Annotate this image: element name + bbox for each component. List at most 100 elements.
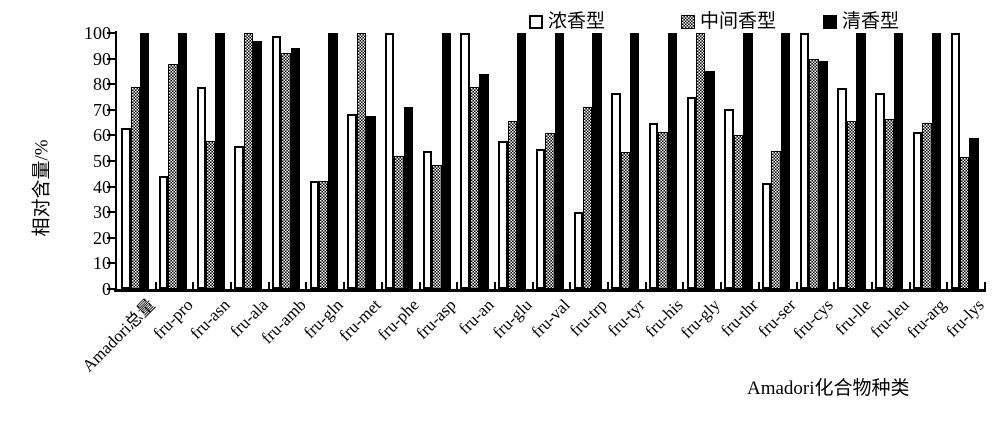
bar-black xyxy=(253,40,263,289)
bar-hatched xyxy=(168,63,178,289)
bar-hatched xyxy=(507,121,517,289)
bar-hatched xyxy=(243,33,254,289)
bar-hatched xyxy=(469,86,480,289)
x-tick xyxy=(493,282,496,289)
y-tick xyxy=(107,108,116,111)
bar-white xyxy=(686,97,697,289)
legend-swatch-hatched xyxy=(681,15,695,29)
bar-white xyxy=(648,122,659,289)
x-tick xyxy=(154,282,157,289)
bar-white xyxy=(912,131,923,289)
bar-black xyxy=(969,137,979,289)
x-tick xyxy=(833,282,836,289)
bar-hatched xyxy=(205,140,216,289)
y-tick-label: 60 xyxy=(93,125,111,146)
y-tick xyxy=(107,134,116,137)
bar-black xyxy=(403,107,414,289)
bar-hatched xyxy=(809,58,819,289)
x-axis xyxy=(114,289,986,292)
x-tick xyxy=(569,282,572,289)
y-tick xyxy=(107,262,116,265)
bar-black xyxy=(441,33,451,289)
y-tick-label: 30 xyxy=(93,202,111,223)
bar-black xyxy=(931,33,941,289)
y-tick-label: 90 xyxy=(93,48,111,69)
x-tick xyxy=(267,282,270,289)
y-tick-label: 50 xyxy=(93,151,111,171)
y-axis xyxy=(115,31,117,292)
bar-hatched xyxy=(432,164,442,289)
bar-black xyxy=(479,73,489,289)
bar-white xyxy=(158,176,169,289)
bar-black xyxy=(856,33,866,289)
x-axis-title: Amadori化合物种类 xyxy=(747,378,910,399)
bar-hatched xyxy=(545,132,555,289)
x-tick xyxy=(682,282,685,289)
bar-hatched xyxy=(620,152,631,289)
bar-black xyxy=(215,33,225,289)
bar-white xyxy=(950,33,960,289)
x-tick xyxy=(380,282,383,289)
bar-white xyxy=(762,182,772,289)
x-tick xyxy=(418,282,421,289)
bar-white xyxy=(347,113,357,289)
y-tick xyxy=(107,211,116,214)
x-tick xyxy=(456,282,459,289)
bar-hatched xyxy=(356,33,367,289)
x-tick xyxy=(230,282,233,289)
bar-white xyxy=(611,93,621,289)
y-tick-label: 70 xyxy=(93,99,111,120)
x-tick xyxy=(946,282,949,289)
y-tick xyxy=(107,57,116,60)
x-tick xyxy=(870,282,873,289)
y-tick-label: 0 xyxy=(102,279,111,299)
bar-hatched xyxy=(696,33,706,289)
y-tick xyxy=(107,236,116,239)
bar-white xyxy=(196,86,206,289)
bar-white xyxy=(234,145,244,289)
bar-hatched xyxy=(582,107,593,289)
bar-white xyxy=(422,150,433,289)
bar-hatched xyxy=(733,135,744,289)
y-tick xyxy=(107,288,116,290)
bar-white xyxy=(121,127,131,289)
bar-black xyxy=(818,61,828,289)
y-axis-title: 相对含量/% xyxy=(31,139,53,237)
bar-white xyxy=(837,88,847,289)
x-tick xyxy=(607,282,610,289)
bar-hatched xyxy=(319,181,329,289)
bar-hatched xyxy=(959,157,970,289)
bar-white xyxy=(460,33,470,289)
bar-black xyxy=(290,48,301,289)
bar-black xyxy=(328,33,338,289)
bar-black xyxy=(893,33,904,289)
y-tick xyxy=(107,83,116,86)
y-tick-label: 10 xyxy=(93,253,111,274)
y-tick xyxy=(107,160,116,162)
bar-white xyxy=(535,149,546,289)
bar-hatched xyxy=(884,118,894,289)
legend-swatch-black xyxy=(823,15,837,29)
y-tick-label: 80 xyxy=(93,74,111,95)
x-tick xyxy=(531,282,534,289)
x-tick xyxy=(720,282,723,289)
bar-black xyxy=(140,33,150,289)
bar-white xyxy=(573,212,583,289)
y-tick xyxy=(107,32,116,34)
bar-hatched xyxy=(281,53,291,289)
x-tick xyxy=(305,282,308,289)
bar-black xyxy=(592,33,602,289)
bar-white xyxy=(498,140,508,289)
x-tick xyxy=(984,282,986,289)
bar-white xyxy=(875,93,885,289)
bar-black xyxy=(177,33,188,289)
legend-swatch-white xyxy=(529,15,543,29)
x-tick xyxy=(795,282,798,289)
y-tick-label: 100 xyxy=(84,23,111,43)
bar-black xyxy=(705,71,715,289)
bar-hatched xyxy=(922,122,932,289)
bar-white xyxy=(799,33,810,289)
bar-black xyxy=(743,33,753,289)
x-tick xyxy=(192,282,195,289)
bar-white xyxy=(385,33,395,289)
